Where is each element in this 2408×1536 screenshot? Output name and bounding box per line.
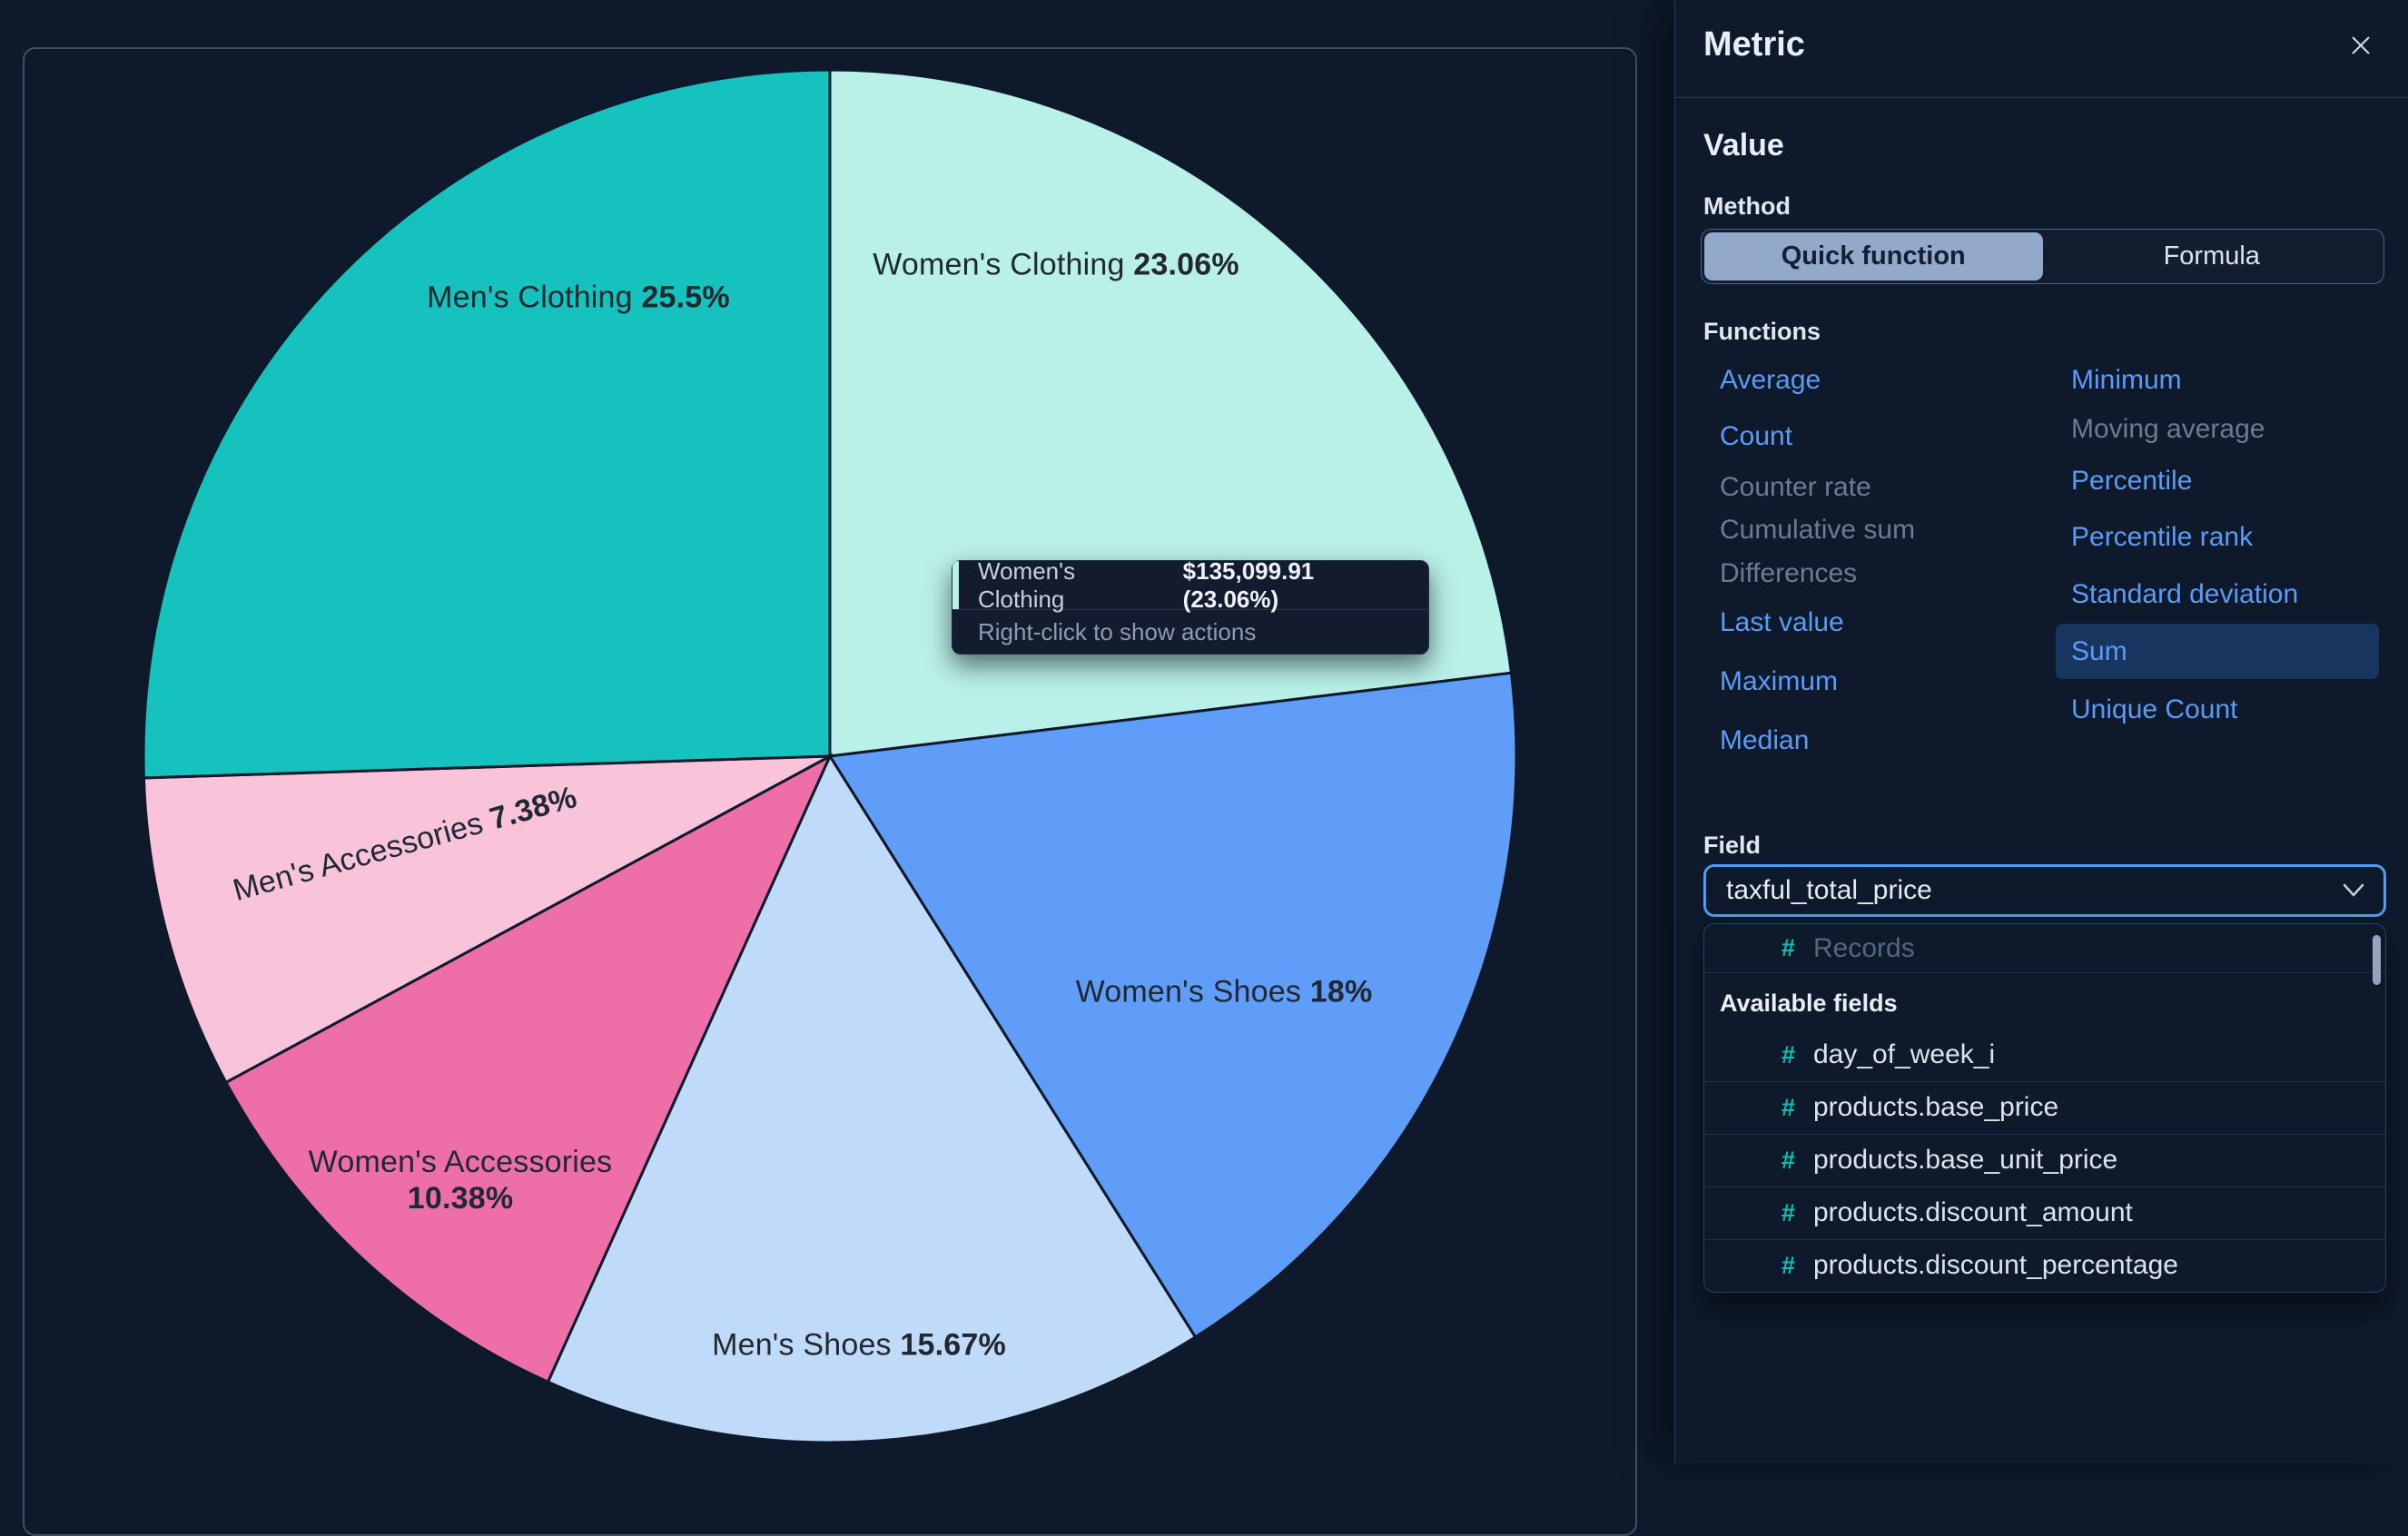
function-item-average[interactable]: Average	[1720, 365, 1821, 395]
field-option-label: Records	[1813, 932, 1915, 963]
flyout-title: Metric	[1703, 25, 1805, 64]
pie-slice-women-s-accessories[interactable]	[223, 753, 834, 1384]
function-item-percentile[interactable]: Percentile	[2071, 466, 2193, 496]
function-item-cumulative-sum: Cumulative sum	[1720, 515, 1916, 545]
slice-name: Men's Shoes	[712, 1327, 892, 1363]
field-option-products-base-price[interactable]: # products.base_price	[1704, 1081, 2385, 1134]
field-label: Field	[1703, 832, 1762, 859]
chart-tooltip: Women's Clothing $135,099.91 (23.06%) Ri…	[952, 557, 1429, 655]
value-heading: Value	[1703, 128, 1784, 162]
function-item-moving-average: Moving average	[2071, 414, 2265, 444]
number-hash-icon: #	[1781, 1251, 1796, 1279]
function-item-minimum[interactable]: Minimum	[2071, 365, 2182, 395]
pie-slice-label-womens-accessories: Women's Accessories 10.38%	[309, 1144, 613, 1216]
field-option-label: products.base_price	[1813, 1092, 2059, 1122]
dropdown-divider	[1704, 1134, 2385, 1135]
pie-slice-men-s-shoes[interactable]	[546, 753, 1198, 1444]
tooltip-hint: Right-click to show actions	[978, 617, 1257, 645]
function-item-sum[interactable]: Sum	[2056, 624, 2379, 679]
function-item-maximum[interactable]: Maximum	[1720, 666, 1839, 696]
slice-pct: 10.38%	[407, 1181, 514, 1216]
number-hash-icon: #	[1781, 1093, 1796, 1121]
pie-slice-men-s-accessories[interactable]	[142, 754, 831, 1085]
dropdown-divider	[1704, 1239, 2385, 1240]
pie-slice-label-womens-clothing: Women's Clothing 23.06%	[873, 248, 1239, 283]
function-item-last-value[interactable]: Last value	[1720, 607, 1844, 637]
header-divider	[1675, 97, 2408, 98]
field-option-label: products.base_unit_price	[1813, 1145, 2118, 1175]
metric-flyout-panel: Metric Value Method Quick function Formu…	[1674, 0, 2408, 1463]
function-item-counter-rate: Counter rate	[1720, 472, 1871, 502]
close-button[interactable]	[2343, 27, 2379, 64]
slice-name: Women's Shoes	[1075, 974, 1302, 1009]
tooltip-series-accent	[952, 561, 959, 609]
number-hash-icon: #	[1781, 934, 1796, 961]
dropdown-divider	[1704, 972, 2385, 973]
tab-formula[interactable]: Formula	[2163, 241, 2260, 271]
dropdown-divider	[1704, 1186, 2385, 1187]
field-select-value: taxful_total_price	[1726, 875, 1932, 905]
close-icon	[2352, 36, 2370, 54]
slice-pct: 25.5%	[641, 280, 730, 315]
pie-slice-label-mens-shoes: Men's Shoes 15.67%	[712, 1328, 1006, 1364]
tooltip-series-label: Women's Clothing	[978, 556, 1076, 613]
number-hash-icon: #	[1781, 1146, 1796, 1174]
tooltip-header: Women's Clothing $135,099.91 (23.06%)	[952, 557, 1428, 613]
field-option-products-discount-percentage[interactable]: # products.discount_percentage	[1704, 1239, 2385, 1292]
tab-quick-function[interactable]: Quick function	[1704, 232, 2043, 281]
field-options-dropdown: # Records Available fields # day_of_week_…	[1703, 923, 2386, 1293]
pie-slice-label-womens-shoes: Women's Shoes 18%	[1076, 975, 1373, 1010]
slice-name: Women's Accessories	[308, 1145, 613, 1179]
pie-slice-label-mens-clothing: Men's Clothing 25.5%	[427, 281, 730, 316]
method-button-group: Quick function Formula	[1701, 229, 2384, 284]
slice-pct: 15.67%	[900, 1327, 1006, 1363]
function-item-count[interactable]: Count	[1720, 421, 1793, 451]
number-hash-icon: #	[1781, 1198, 1796, 1226]
slice-name: Men's Clothing	[427, 280, 633, 315]
field-option-products-base-unit-price[interactable]: # products.base_unit_price	[1704, 1134, 2385, 1186]
dropdown-scrollbar[interactable]	[2373, 935, 2381, 985]
field-select[interactable]: taxful_total_price	[1703, 864, 2386, 917]
slice-pct: 18%	[1309, 974, 1373, 1009]
chevron-down-icon	[2343, 883, 2364, 897]
function-item-percentile-rank[interactable]: Percentile rank	[2071, 522, 2254, 552]
dropdown-divider	[1704, 1081, 2385, 1082]
functions-label: Functions	[1703, 318, 1821, 345]
number-hash-icon: #	[1781, 1040, 1796, 1068]
pie-slice-women-s-shoes[interactable]	[827, 671, 1518, 1339]
method-label: Method	[1703, 192, 1791, 220]
field-option-day-of-week-i[interactable]: # day_of_week_i	[1704, 1029, 2385, 1081]
field-option-records: # Records	[1704, 924, 2385, 972]
pie-slice-men-s-clothing[interactable]	[142, 68, 832, 780]
field-option-label: products.discount_percentage	[1813, 1250, 2178, 1280]
function-item-standard-deviation[interactable]: Standard deviation	[2071, 579, 2299, 609]
field-option-label: products.discount_amount	[1813, 1197, 2133, 1227]
tooltip-series-value: $135,099.91 (23.06%)	[1182, 556, 1315, 613]
function-item-differences: Differences	[1720, 558, 1858, 588]
available-fields-label: Available fields	[1720, 989, 1898, 1017]
slice-name: Women's Clothing	[873, 247, 1125, 282]
field-option-label: day_of_week_i	[1813, 1039, 1996, 1069]
function-item-unique-count[interactable]: Unique Count	[2071, 694, 2238, 724]
field-option-products-discount-amount[interactable]: # products.discount_amount	[1704, 1186, 2385, 1239]
slice-pct: 23.06%	[1133, 247, 1239, 282]
function-item-median[interactable]: Median	[1720, 725, 1810, 755]
